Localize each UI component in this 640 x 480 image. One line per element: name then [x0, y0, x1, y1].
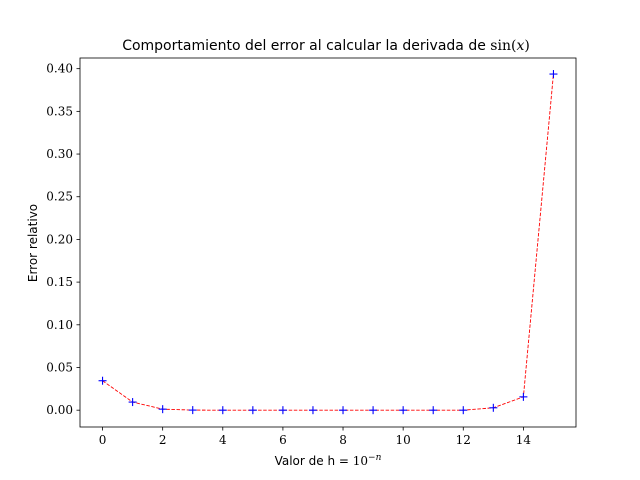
x-tick-label: 0 — [99, 433, 107, 447]
plot-frame — [79, 57, 577, 428]
chart-title-math-open: ( — [511, 38, 516, 54]
data-point-marker — [339, 406, 348, 415]
x-tick-label: 2 — [159, 433, 167, 447]
x-tick-label: 6 — [279, 433, 287, 447]
data-point-marker — [218, 406, 227, 415]
x-tick-label: 14 — [516, 433, 532, 447]
x-tick-label: 4 — [219, 433, 227, 447]
ticks: 0 2 4 6 8 10 12 14 0.00 0.05 0.10 0.15 0.20 0.25 0.30 0… — [46, 62, 531, 447]
y-tick-label: 0.20 — [46, 232, 73, 246]
data-point-marker — [158, 405, 167, 414]
y-tick-label: 0.40 — [46, 62, 73, 76]
chart-title: Comportamiento del error al calcular la … — [122, 38, 530, 54]
chart-title-math-close: ) — [524, 38, 529, 54]
data-point-marker — [459, 406, 468, 415]
y-tick-label: 0.30 — [46, 147, 73, 161]
y-tick-label: 0.15 — [46, 275, 73, 289]
x-tick-label: 8 — [339, 433, 347, 447]
data-point-marker — [429, 406, 438, 415]
data-point-marker — [489, 403, 498, 412]
series-line — [102, 74, 554, 411]
x-tick-label: 10 — [396, 433, 411, 447]
data-point-marker — [248, 406, 257, 415]
x-axis-label-exponent: −n — [368, 453, 382, 463]
data-point-marker — [188, 406, 197, 415]
chart-title-text: Comportamiento del error al calcular la … — [122, 38, 490, 54]
x-axis-label: Valor de h = 10−n — [275, 453, 382, 468]
data-point-marker — [128, 398, 137, 407]
y-tick-label: 0.10 — [46, 318, 73, 332]
data-point-marker — [98, 376, 107, 385]
data-point-marker — [519, 392, 528, 401]
data-point-marker — [308, 406, 317, 415]
chart-title-math-fn: sin — [490, 38, 511, 54]
data-point-marker — [369, 406, 378, 415]
y-tick-label: 0.35 — [46, 104, 73, 118]
y-axis-label: Error relativo — [26, 204, 40, 282]
series-layer — [98, 70, 558, 415]
chart-title-math-var: x — [516, 38, 524, 54]
y-tick-label: 0.25 — [46, 190, 73, 204]
x-tick-label: 12 — [456, 433, 471, 447]
data-point-marker — [278, 406, 287, 415]
y-tick-label: 0.05 — [46, 360, 73, 374]
x-axis-label-base: 10 — [353, 454, 368, 468]
data-point-marker — [399, 406, 408, 415]
data-point-marker — [549, 70, 558, 79]
y-tick-label: 0.00 — [46, 403, 73, 417]
x-axis-label-text: Valor de h = — [275, 454, 353, 468]
